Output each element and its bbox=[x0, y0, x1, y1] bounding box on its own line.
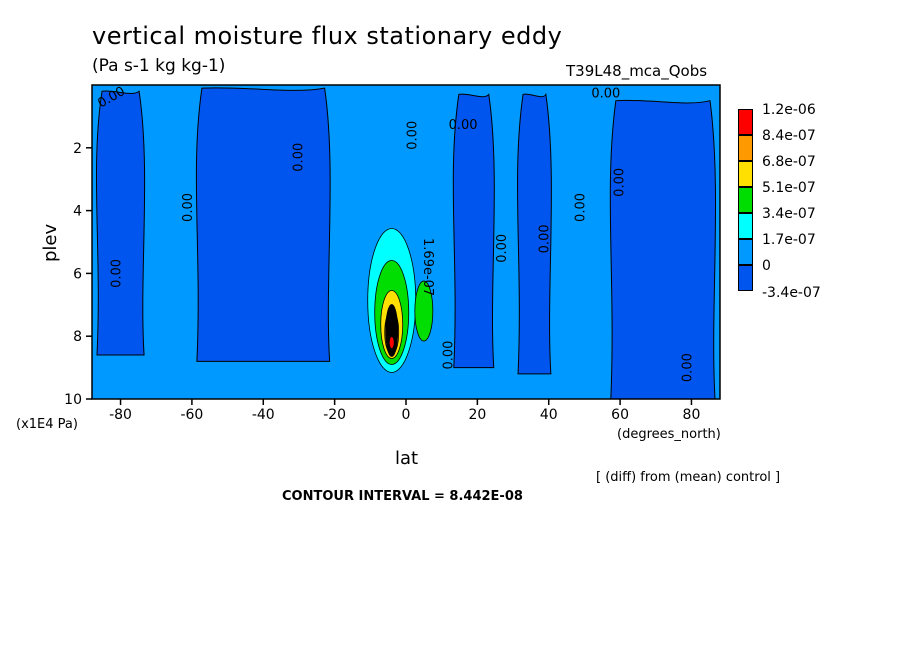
contour-interval: CONTOUR INTERVAL = 8.442E-08 bbox=[282, 489, 523, 504]
legend-label: 6.8e-07 bbox=[762, 154, 816, 170]
contour-label-7: 0.00 bbox=[495, 234, 510, 263]
legend-label: -3.4e-07 bbox=[762, 285, 821, 301]
contour-label-2: 0.00 bbox=[181, 193, 196, 222]
contour-label-10: 0.00 bbox=[613, 168, 628, 197]
contour-label-1: 0.00 bbox=[110, 259, 125, 288]
legend-row: 8.4e-07 bbox=[738, 128, 898, 161]
color-legend: 1.2e-06 8.4e-07 6.8e-07 5.1e-07 3.4e-07 1.7e-… bbox=[738, 102, 898, 301]
legend-swatch bbox=[738, 265, 753, 291]
x-axis-units: (degrees_north) bbox=[617, 427, 721, 442]
positive-regions bbox=[367, 228, 434, 373]
contour-label-5: 0.00 bbox=[449, 118, 478, 133]
plume-secondary bbox=[414, 280, 434, 342]
legend-row: 0 bbox=[738, 258, 898, 291]
legend-row: 1.7e-07 bbox=[738, 232, 898, 265]
y-tick-label: 4 bbox=[73, 204, 82, 220]
x-axis-label: lat bbox=[395, 448, 418, 469]
negative-region-0 bbox=[95, 90, 146, 356]
y-tick-label: 10 bbox=[64, 392, 82, 408]
legend-swatch bbox=[738, 213, 753, 239]
chart-title: vertical moisture flux stationary eddy bbox=[92, 22, 563, 50]
negative-region-3 bbox=[517, 92, 552, 375]
y-tick-label: 2 bbox=[73, 141, 82, 157]
contour-labels: 0.00 0.00 0.00 0.00 0.00 0.00 0.00 0.00 0.00 0.00… bbox=[95, 84, 695, 382]
run-name: T39L48_mca_Qobs bbox=[566, 62, 708, 80]
negative-region-2 bbox=[452, 93, 495, 369]
legend-label: 5.1e-07 bbox=[762, 180, 816, 196]
plume-shell-5 bbox=[388, 336, 395, 349]
contour-label-12: 0.00 bbox=[680, 353, 695, 382]
contour-label-11: 0.00 bbox=[441, 341, 456, 370]
plume-shell-4 bbox=[385, 304, 399, 357]
contour-label-4: 0.00 bbox=[406, 121, 421, 150]
x-tick-label: 40 bbox=[540, 407, 558, 423]
x-tick-label: -80 bbox=[109, 407, 132, 423]
x-tick-label: -60 bbox=[180, 407, 203, 423]
contour-label-9: 0.00 bbox=[573, 193, 588, 222]
y-tick-label: 8 bbox=[73, 329, 82, 345]
contour-label-6: 0.00 bbox=[591, 87, 620, 102]
legend-swatch bbox=[738, 135, 753, 161]
y-axis-units: (x1E4 Pa) bbox=[16, 417, 78, 432]
legend-swatch bbox=[738, 239, 753, 265]
legend-label: 8.4e-07 bbox=[762, 128, 816, 144]
legend-swatch bbox=[738, 109, 753, 135]
x-axis-ticks: -80 -60 -40 -20 0 20 40 60 80 bbox=[109, 399, 700, 423]
diff-note: [ (diff) from (mean) control ] bbox=[596, 470, 781, 485]
legend-row: 3.4e-07 bbox=[738, 206, 898, 239]
legend-label: 0 bbox=[762, 258, 771, 274]
contour-label-13: 1.69e-07 bbox=[420, 238, 435, 296]
y-tick-label: 6 bbox=[73, 266, 82, 282]
negative-region-4 bbox=[609, 99, 717, 400]
legend-row: 6.8e-07 bbox=[738, 154, 898, 187]
chart-units: (Pa s-1 kg kg-1) bbox=[92, 56, 226, 76]
contour-label-8: 0.00 bbox=[538, 224, 553, 253]
x-tick-label: -20 bbox=[323, 407, 346, 423]
legend-swatch bbox=[738, 161, 753, 187]
y-axis-ticks: 2 4 6 8 10 bbox=[64, 141, 92, 408]
negative-region-1 bbox=[195, 87, 331, 362]
x-tick-label: 20 bbox=[468, 407, 486, 423]
negative-regions bbox=[95, 87, 717, 400]
y-axis-label: plev bbox=[40, 223, 61, 262]
legend-row: 1.2e-06 bbox=[738, 102, 898, 135]
x-tick-label: -40 bbox=[252, 407, 275, 423]
x-tick-label: 0 bbox=[402, 407, 411, 423]
legend-swatch bbox=[738, 187, 753, 213]
contour-label-3: 0.00 bbox=[292, 143, 307, 172]
x-tick-label: 80 bbox=[683, 407, 701, 423]
legend-row: 5.1e-07 bbox=[738, 180, 898, 213]
legend-label: 1.2e-06 bbox=[762, 102, 816, 118]
x-tick-label: 60 bbox=[611, 407, 629, 423]
legend-label: 3.4e-07 bbox=[762, 206, 816, 222]
legend-label: 1.7e-07 bbox=[762, 232, 816, 248]
